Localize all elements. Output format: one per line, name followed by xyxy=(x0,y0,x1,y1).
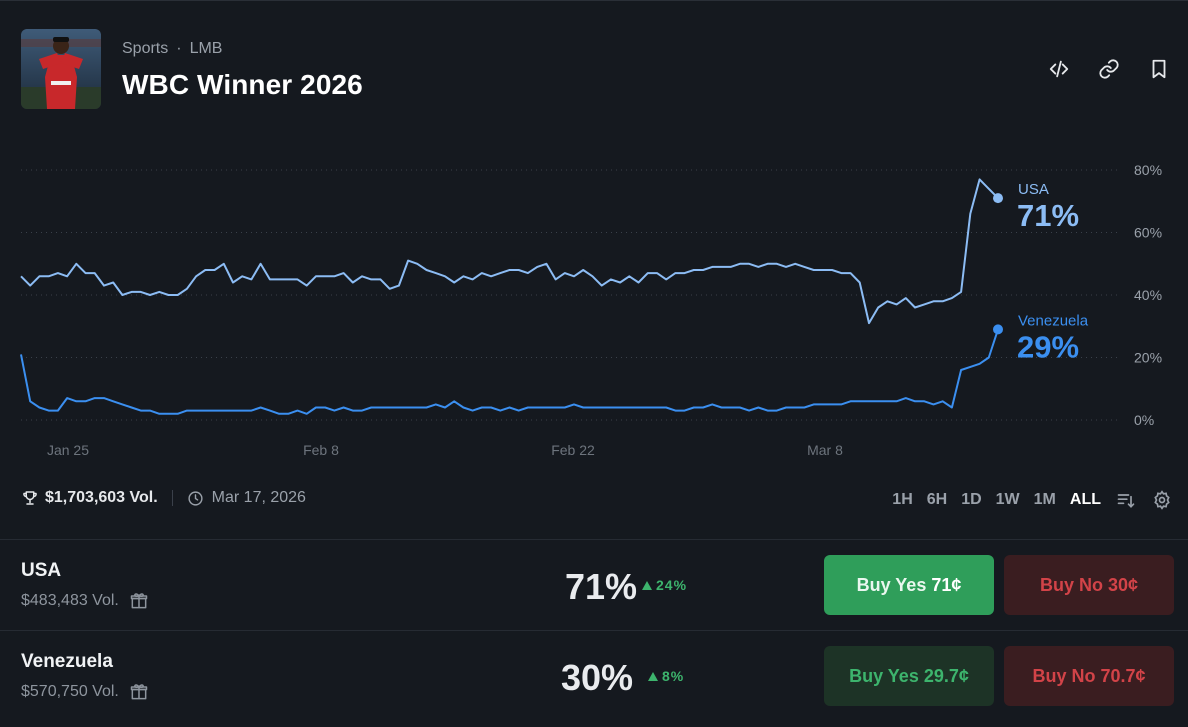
breadcrumb-subcategory[interactable]: LMB xyxy=(189,40,223,57)
y-tick-label: 0% xyxy=(1134,412,1154,428)
series-value-label: 29% xyxy=(1017,329,1079,364)
bookmark-button[interactable] xyxy=(1147,57,1171,81)
y-tick-label: 60% xyxy=(1134,225,1162,241)
sort-icon xyxy=(1117,494,1135,508)
outcome-probability: 30% xyxy=(561,657,634,698)
header-actions xyxy=(1047,57,1171,81)
trophy-icon xyxy=(23,491,37,505)
page-title: WBC Winner 2026 xyxy=(122,69,363,100)
triangle-up-icon xyxy=(642,580,652,590)
series-line-usa xyxy=(20,178,999,325)
embed-code-button[interactable] xyxy=(1047,57,1071,81)
market-header: Sports · LMB WBC Winner 2026 xyxy=(21,29,1171,109)
series-value-label: 71% xyxy=(1017,198,1079,233)
top-divider xyxy=(0,0,1188,3)
buy-no-label: Buy No xyxy=(1032,665,1096,686)
x-tick-label: Jan 25 xyxy=(47,442,89,458)
gear-icon xyxy=(1154,490,1170,510)
chart-meta-bar: $1,703,603 Vol. Mar 17, 2026 1H 6H 1D 1W… xyxy=(21,489,1173,515)
outcome-change: 8% xyxy=(648,668,684,684)
buy-yes-button[interactable]: Buy Yes 71¢ xyxy=(824,555,994,615)
chart-svg: 80% 60% 40% 20% 0% Jan 25 Feb 8 Feb 22 Mar 8 USA7… xyxy=(20,162,1162,458)
breadcrumb-category[interactable]: Sports xyxy=(122,40,169,57)
gift-icon[interactable] xyxy=(129,591,149,611)
x-tick-label: Feb 22 xyxy=(551,442,595,458)
buy-yes-label: Buy Yes xyxy=(849,665,919,686)
range-1h[interactable]: 1H xyxy=(892,491,913,508)
buy-no-label: Buy No xyxy=(1039,574,1103,595)
range-1d[interactable]: 1D xyxy=(961,491,982,508)
market-thumbnail-image xyxy=(21,29,101,109)
series-end-point xyxy=(993,193,1003,204)
link-icon xyxy=(1099,59,1119,79)
outcome-row-venezuela[interactable]: Venezuela $570,750 Vol. 30% 8% Buy Yes 29… xyxy=(0,630,1188,721)
price-history-chart[interactable]: 80% 60% 40% 20% 0% Jan 25 Feb 8 Feb 22 Mar 8 USA 7… xyxy=(0,150,1188,470)
buy-yes-label: Buy Yes xyxy=(856,574,927,595)
buy-yes-button[interactable]: Buy Yes 29.7¢ xyxy=(824,646,994,706)
buy-no-button[interactable]: Buy No 30¢ xyxy=(1004,555,1174,615)
outcome-volume: $570,750 Vol. xyxy=(21,683,119,700)
range-1m[interactable]: 1M xyxy=(1033,491,1056,508)
outcome-probability: 71% xyxy=(565,566,638,607)
series-line-venezuela xyxy=(20,329,999,415)
y-tick-label: 80% xyxy=(1134,162,1162,178)
breadcrumb-separator: · xyxy=(176,40,182,57)
outcome-name: Venezuela xyxy=(21,651,113,672)
outcome-name: USA xyxy=(21,560,62,581)
copy-link-button[interactable] xyxy=(1097,57,1121,81)
bookmark-icon xyxy=(1152,59,1166,79)
outcome-row-usa[interactable]: USA $483,483 Vol. 71% 24% Buy Yes 71¢ Buy… xyxy=(0,539,1188,630)
total-volume: $1,703,603 Vol. xyxy=(45,489,158,506)
range-all[interactable]: ALL xyxy=(1069,491,1101,508)
time-range-selector: 1H 6H 1D 1W 1M ALL xyxy=(892,489,1173,511)
series-name-label: USA xyxy=(1018,181,1049,198)
series-name-label: Venezuela xyxy=(1018,312,1089,329)
y-tick-label: 40% xyxy=(1134,287,1162,303)
triangle-up-icon xyxy=(648,671,658,681)
buy-yes-price: 71¢ xyxy=(931,574,962,595)
clock-icon xyxy=(188,490,203,506)
y-tick-label: 20% xyxy=(1134,350,1162,366)
settings-button[interactable] xyxy=(1151,489,1173,511)
gift-icon[interactable] xyxy=(129,682,149,702)
code-icon xyxy=(1049,60,1069,78)
buy-yes-price: 29.7¢ xyxy=(923,665,969,686)
buy-no-price: 30¢ xyxy=(1107,574,1139,595)
x-tick-label: Mar 8 xyxy=(807,442,843,458)
x-tick-label: Feb 8 xyxy=(303,442,339,458)
buy-no-button[interactable]: Buy No 70.7¢ xyxy=(1004,646,1174,706)
end-date: Mar 17, 2026 xyxy=(211,489,306,506)
range-1w[interactable]: 1W xyxy=(995,491,1020,508)
outcome-change: 24% xyxy=(642,577,687,593)
outcome-change-value: 24% xyxy=(656,577,688,593)
breadcrumb: Sports · LMB xyxy=(122,40,222,58)
outcome-volume: $483,483 Vol. xyxy=(21,592,119,609)
meta-separator xyxy=(171,490,173,506)
sort-filter-button[interactable] xyxy=(1115,489,1137,511)
outcome-change-value: 8% xyxy=(662,668,685,684)
buy-no-price: 70.7¢ xyxy=(1100,665,1146,686)
range-6h[interactable]: 6H xyxy=(926,491,948,508)
series-end-point xyxy=(993,324,1003,335)
